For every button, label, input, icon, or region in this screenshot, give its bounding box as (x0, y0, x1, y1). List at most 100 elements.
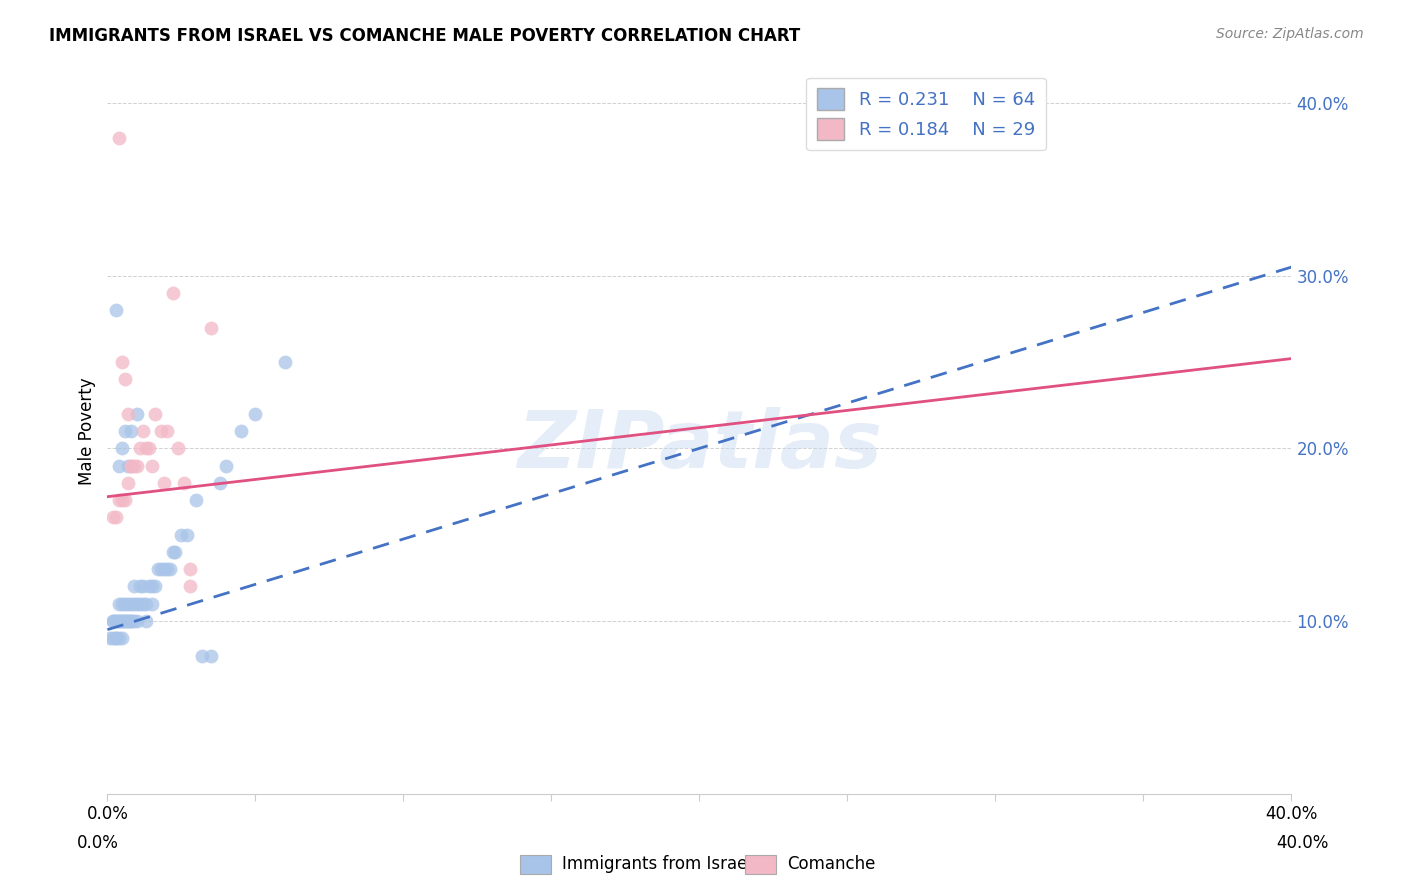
Point (135, 442, 157, 456)
Point (152, 475, 174, 490)
Point (141, 579, 163, 593)
Point (173, 475, 195, 490)
Text: IMMIGRANTS FROM ISRAEL VS COMANCHE MALE POVERTY CORRELATION CHART: IMMIGRANTS FROM ISRAEL VS COMANCHE MALE … (49, 27, 800, 45)
Point (208, 475, 231, 490)
Point (111, 442, 134, 456)
Point (117, 407, 139, 421)
Point (274, 355, 297, 369)
Point (200, 648, 222, 663)
Point (103, 632, 125, 646)
Point (125, 614, 148, 628)
Point (179, 579, 201, 593)
Point (132, 424, 155, 438)
Point (117, 614, 139, 628)
Point (114, 493, 136, 508)
Point (98, 632, 121, 646)
Point (138, 579, 160, 593)
Point (111, 493, 134, 508)
Point (120, 614, 142, 628)
Point (120, 614, 142, 628)
Point (111, 614, 134, 628)
Point (162, 285, 184, 300)
Point (114, 614, 136, 628)
Point (108, 458, 131, 473)
Text: Source: ZipAtlas.com: Source: ZipAtlas.com (1216, 27, 1364, 41)
Text: Comanche: Comanche (787, 855, 876, 873)
Point (114, 597, 136, 611)
Text: Immigrants from Israel: Immigrants from Israel (562, 855, 752, 873)
Point (108, 493, 131, 508)
Point (179, 562, 201, 576)
Point (215, 458, 238, 473)
Point (103, 614, 125, 628)
Point (108, 597, 131, 611)
Point (125, 407, 148, 421)
Point (191, 648, 214, 663)
Point (122, 614, 145, 628)
Point (105, 510, 128, 524)
Point (162, 545, 184, 559)
Point (155, 424, 177, 438)
Point (111, 632, 134, 646)
Point (129, 442, 152, 456)
Point (122, 458, 145, 473)
Point (135, 614, 157, 628)
Point (245, 407, 267, 421)
Point (108, 632, 131, 646)
Point (146, 562, 169, 576)
Point (186, 493, 208, 508)
Point (120, 597, 142, 611)
Point (159, 562, 181, 576)
Point (141, 458, 163, 473)
Point (114, 614, 136, 628)
Point (117, 458, 139, 473)
Point (122, 579, 145, 593)
Point (105, 632, 128, 646)
Point (105, 303, 128, 318)
Point (155, 562, 177, 576)
Point (132, 597, 155, 611)
Point (111, 614, 134, 628)
Text: 40.0%: 40.0% (1277, 834, 1329, 852)
Point (108, 130, 131, 145)
Point (114, 372, 136, 386)
Point (149, 424, 172, 438)
Point (111, 597, 134, 611)
Point (103, 614, 125, 628)
Point (117, 597, 139, 611)
Point (120, 458, 142, 473)
Point (167, 442, 190, 456)
Point (125, 458, 148, 473)
Point (129, 579, 152, 593)
Point (170, 527, 193, 541)
Point (229, 424, 252, 438)
Point (165, 545, 187, 559)
Point (120, 424, 142, 438)
Point (108, 614, 131, 628)
Point (120, 458, 142, 473)
Point (108, 614, 131, 628)
Point (143, 579, 166, 593)
Text: ZIPatlas: ZIPatlas (517, 407, 882, 484)
Point (114, 424, 136, 438)
Legend: R = 0.231    N = 64, R = 0.184    N = 29: R = 0.231 N = 64, R = 0.184 N = 29 (806, 78, 1046, 151)
Point (129, 597, 152, 611)
Point (143, 407, 166, 421)
Point (152, 562, 174, 576)
Point (111, 355, 134, 369)
Text: 0.0%: 0.0% (77, 834, 120, 852)
Point (117, 614, 139, 628)
Point (103, 510, 125, 524)
Point (141, 597, 163, 611)
Y-axis label: Male Poverty: Male Poverty (79, 377, 96, 485)
Point (105, 614, 128, 628)
Point (200, 320, 222, 334)
Point (122, 597, 145, 611)
Point (105, 632, 128, 646)
Point (105, 614, 128, 628)
Point (125, 597, 148, 611)
Point (149, 562, 172, 576)
Point (135, 597, 157, 611)
Point (117, 475, 139, 490)
Point (176, 527, 198, 541)
